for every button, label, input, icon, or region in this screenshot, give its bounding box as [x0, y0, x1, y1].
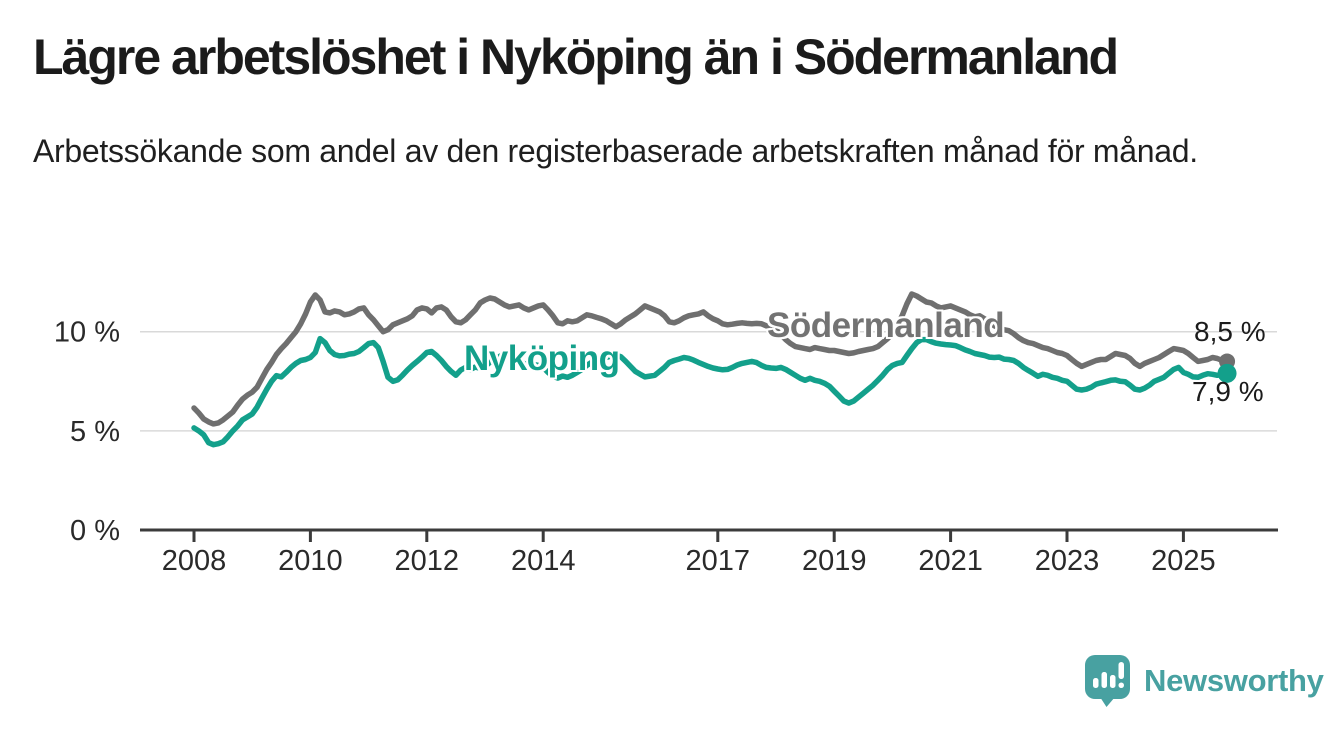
series-label-nykoping: Nyköping [464, 339, 620, 378]
x-tick-label: 2010 [278, 545, 343, 577]
x-tick-label: 2014 [511, 545, 576, 577]
y-tick-label: 0 % [70, 515, 120, 547]
x-tick-label: 2025 [1151, 545, 1216, 577]
x-tick-label: 2021 [918, 545, 983, 577]
series-line-södermanland [191, 291, 1230, 427]
y-tick-label: 5 % [70, 416, 120, 448]
series-end-dot-nyköping [1217, 363, 1237, 383]
y-tick-label: 10 % [54, 317, 120, 349]
x-tick-label: 2023 [1035, 545, 1100, 577]
x-tick-label: 2012 [395, 545, 460, 577]
series-line-nyköping [191, 335, 1230, 448]
x-tick-label: 2017 [686, 545, 751, 577]
end-value-label-sodermanland: 8,5 % [1194, 316, 1266, 347]
page-title: Lägre arbetslöshet i Nyköping än i Söder… [33, 29, 1119, 85]
newsworthy-brand-name: Newsworthy [1144, 663, 1324, 698]
newsworthy-logo-icon [1085, 655, 1130, 707]
end-value-label-nykoping: 7,9 % [1192, 376, 1264, 407]
series-label-sodermanland: Södermanland [767, 306, 1005, 345]
x-tick-label: 2008 [162, 545, 227, 577]
newsworthy-brand: Newsworthy [1084, 654, 1324, 708]
x-tick-label: 2019 [802, 545, 867, 577]
page-subtitle: Arbetssökande som andel av den registerb… [33, 133, 1198, 169]
